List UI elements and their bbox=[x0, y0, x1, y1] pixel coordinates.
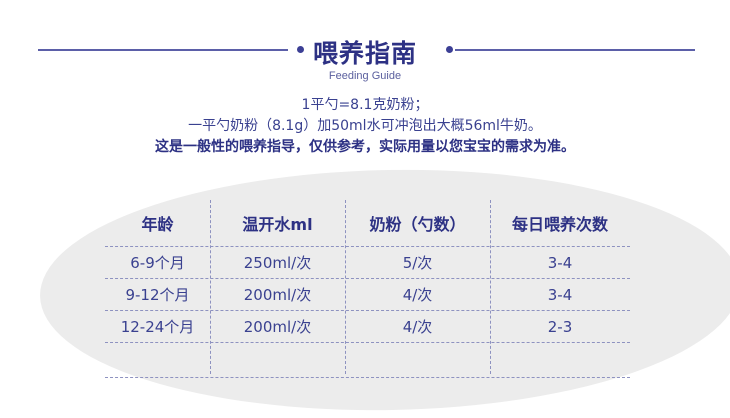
header-rule-left bbox=[38, 49, 288, 51]
table-header-row: 年龄 温开水ml 奶粉（勺数） 每日喂养次数 bbox=[105, 200, 630, 247]
header-dot-right bbox=[446, 46, 453, 53]
empty-cell bbox=[345, 343, 490, 377]
note-scoop-weight: 1平勺=8.1克奶粉； bbox=[301, 97, 429, 113]
cell-water: 200ml/次 bbox=[243, 286, 312, 304]
notes: 1平勺=8.1克奶粉； 一平勺奶粉（8.1g）加50ml水可冲泡出大概56ml牛… bbox=[0, 95, 730, 158]
cell-powder: 5/次 bbox=[402, 254, 433, 272]
cell-water: 250ml/次 bbox=[243, 254, 312, 272]
page-title: 喂养指南 bbox=[312, 39, 417, 68]
note-disclaimer: 这是一般性的喂养指导，仅供参考，实际用量以您宝宝的需求为准。 bbox=[155, 139, 575, 155]
cell-water: 200ml/次 bbox=[243, 318, 312, 336]
cell-daily-feeds: 2-3 bbox=[547, 317, 573, 336]
table-row-empty bbox=[105, 343, 630, 378]
header-rule-right bbox=[455, 49, 695, 51]
table-row: 6-9个月 250ml/次 5/次 3-4 bbox=[105, 247, 630, 279]
cell-age: 6-9个月 bbox=[130, 254, 185, 272]
header-powder: 奶粉（勺数） bbox=[369, 215, 466, 234]
cell-age: 9-12个月 bbox=[125, 286, 190, 304]
page-subtitle: Feeding Guide bbox=[328, 70, 402, 82]
cell-powder: 4/次 bbox=[402, 286, 433, 304]
feeding-table: 年龄 温开水ml 奶粉（勺数） 每日喂养次数 6-9个月 250ml/次 5/次… bbox=[105, 200, 630, 378]
cell-daily-feeds: 3-4 bbox=[547, 285, 573, 304]
empty-cell bbox=[210, 343, 345, 377]
note-mixing-ratio: 一平勺奶粉（8.1g）加50ml水可冲泡出大概56ml牛奶。 bbox=[188, 118, 542, 134]
header-age: 年龄 bbox=[141, 215, 174, 234]
table-row: 9-12个月 200ml/次 4/次 3-4 bbox=[105, 279, 630, 311]
table-row: 12-24个月 200ml/次 4/次 2-3 bbox=[105, 311, 630, 343]
header-water: 温开水ml bbox=[242, 215, 313, 234]
cell-daily-feeds: 3-4 bbox=[547, 253, 573, 272]
header-dot-left bbox=[297, 46, 304, 53]
column-divider bbox=[210, 200, 211, 374]
empty-cell bbox=[105, 343, 210, 377]
empty-cell bbox=[490, 343, 630, 377]
column-divider bbox=[490, 200, 491, 374]
header-daily-feeds: 每日喂养次数 bbox=[511, 215, 608, 234]
cell-powder: 4/次 bbox=[402, 318, 433, 336]
column-divider bbox=[345, 200, 346, 374]
cell-age: 12-24个月 bbox=[120, 318, 195, 336]
header: 喂养指南 Feeding Guide bbox=[0, 30, 730, 82]
